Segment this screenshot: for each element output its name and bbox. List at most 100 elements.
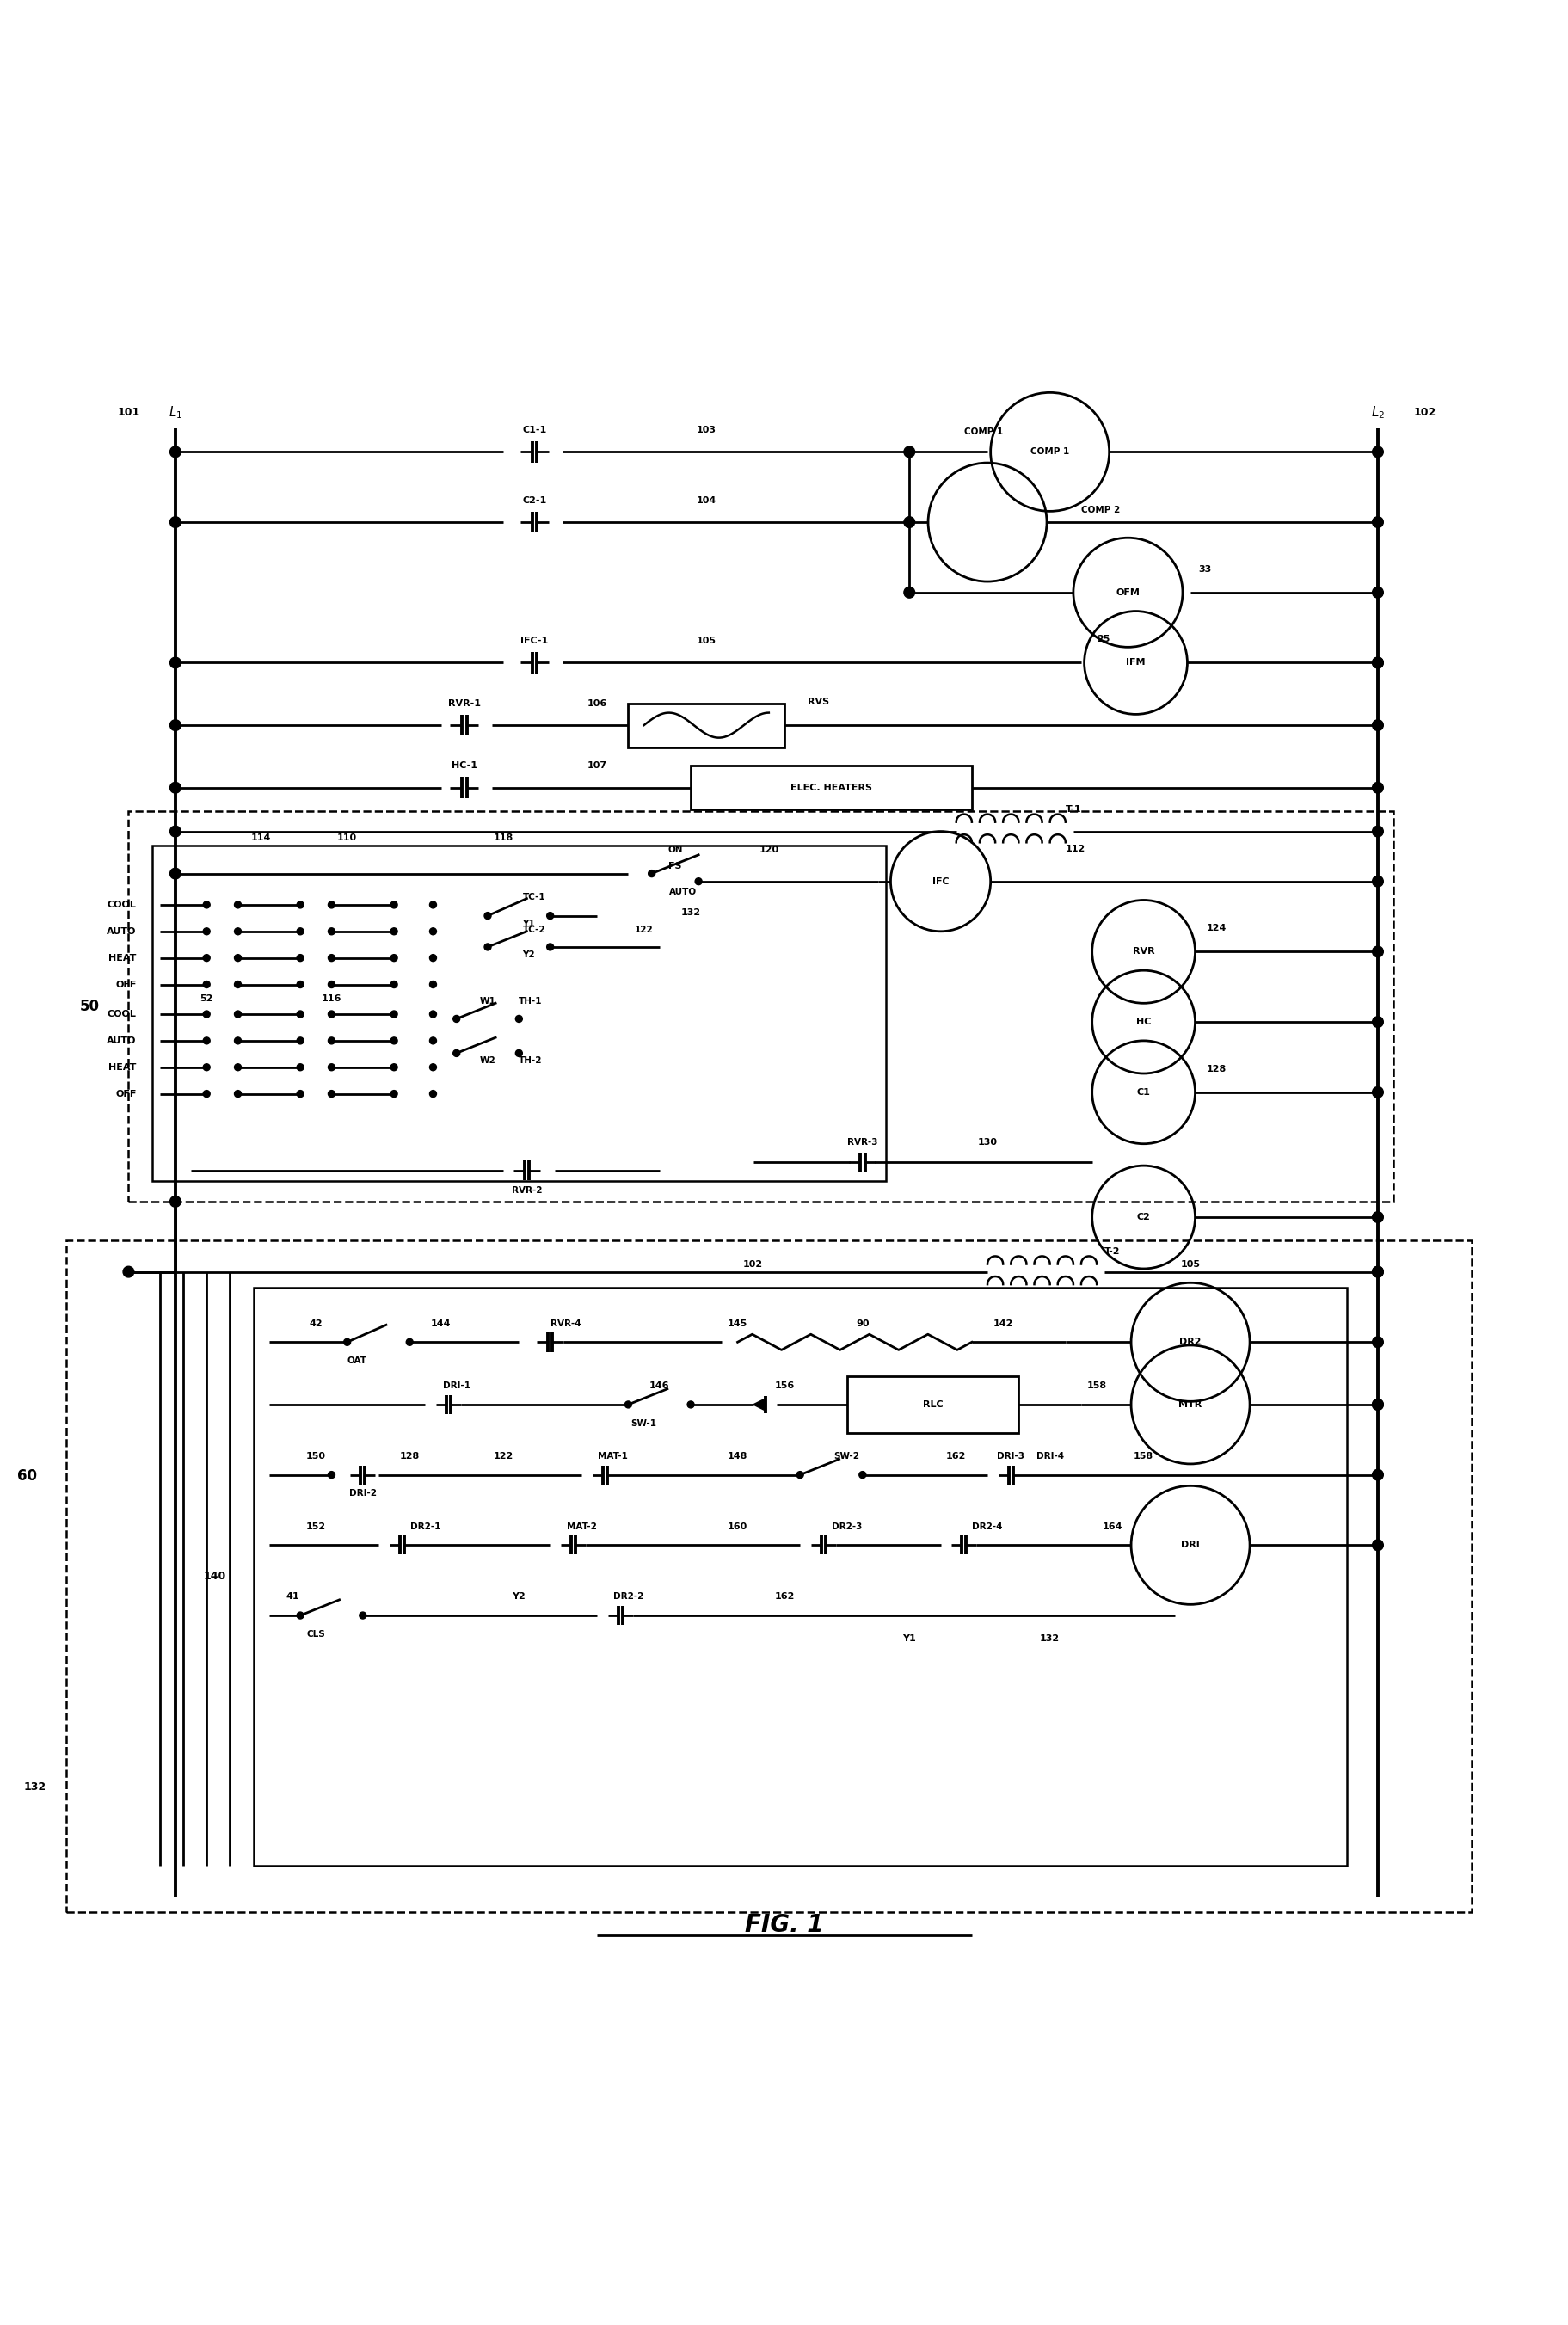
Text: DRI-4: DRI-4 [1035, 1451, 1063, 1460]
Text: OFM: OFM [1115, 588, 1140, 598]
Text: 112: 112 [1065, 844, 1085, 853]
Circle shape [430, 1037, 436, 1044]
Circle shape [204, 1037, 210, 1044]
Circle shape [204, 902, 210, 909]
Text: W1: W1 [480, 997, 495, 1007]
Circle shape [296, 902, 304, 909]
Text: DRI-1: DRI-1 [442, 1381, 470, 1390]
Text: C2-1: C2-1 [522, 495, 546, 505]
Circle shape [695, 879, 701, 886]
Circle shape [328, 928, 336, 935]
Text: OAT: OAT [347, 1355, 367, 1365]
Circle shape [546, 911, 554, 918]
Polygon shape [753, 1397, 765, 1411]
Text: RVS: RVS [808, 698, 829, 707]
Circle shape [1372, 1086, 1383, 1097]
Text: SW-1: SW-1 [630, 1418, 657, 1428]
Text: OFF: OFF [116, 981, 136, 988]
Bar [66, 1242, 1471, 1911]
Text: RVR-2: RVR-2 [511, 1186, 541, 1195]
Text: 142: 142 [993, 1318, 1013, 1328]
Text: COOL: COOL [107, 900, 136, 909]
Text: Y1: Y1 [522, 918, 535, 928]
Circle shape [390, 902, 397, 909]
Circle shape [1372, 1337, 1383, 1348]
Circle shape [430, 956, 436, 960]
Text: 103: 103 [696, 425, 717, 435]
Text: DRI-3: DRI-3 [997, 1451, 1024, 1460]
Circle shape [296, 1090, 304, 1097]
Text: Y2: Y2 [522, 951, 535, 960]
Circle shape [797, 1472, 803, 1479]
Circle shape [296, 981, 304, 988]
Text: 156: 156 [775, 1381, 793, 1390]
Circle shape [859, 1472, 866, 1479]
Circle shape [296, 928, 304, 935]
Circle shape [328, 981, 336, 988]
Text: DRI-2: DRI-2 [348, 1490, 376, 1497]
Circle shape [687, 1402, 693, 1409]
Text: FIG. 1: FIG. 1 [745, 1913, 823, 1937]
Bar [129, 811, 1392, 1202]
Circle shape [516, 1051, 522, 1056]
Text: HC: HC [1135, 1018, 1151, 1025]
Circle shape [485, 911, 491, 918]
Circle shape [390, 1065, 397, 1072]
Circle shape [648, 870, 655, 877]
Text: 116: 116 [321, 995, 342, 1002]
Bar [627, 704, 784, 746]
Circle shape [1372, 1267, 1383, 1276]
Circle shape [296, 956, 304, 960]
Text: 146: 146 [649, 1381, 670, 1390]
Text: Y2: Y2 [511, 1593, 525, 1602]
Text: 150: 150 [306, 1451, 326, 1460]
Text: ON: ON [668, 846, 682, 856]
Text: MAT-2: MAT-2 [566, 1523, 596, 1530]
Text: 25: 25 [1096, 635, 1110, 644]
Circle shape [204, 956, 210, 960]
Circle shape [234, 1037, 241, 1044]
Circle shape [296, 1611, 304, 1618]
Circle shape [903, 586, 914, 598]
Text: AUTO: AUTO [668, 888, 696, 897]
Text: RVR-1: RVR-1 [448, 700, 480, 707]
Circle shape [1372, 516, 1383, 528]
Text: RVR: RVR [1132, 946, 1154, 956]
Text: 60: 60 [17, 1467, 38, 1483]
Text: 118: 118 [492, 832, 513, 842]
Circle shape [624, 1402, 632, 1409]
Text: 132: 132 [681, 909, 701, 916]
Text: $\mathit{L_2}$: $\mathit{L_2}$ [1370, 405, 1385, 421]
Circle shape [903, 446, 914, 458]
Text: 145: 145 [728, 1318, 748, 1328]
Text: MTR: MTR [1178, 1400, 1201, 1409]
Text: 148: 148 [728, 1451, 748, 1460]
Text: CLS: CLS [306, 1630, 325, 1639]
Circle shape [430, 1065, 436, 1072]
Text: DRI: DRI [1181, 1541, 1200, 1548]
Circle shape [204, 928, 210, 935]
Text: 128: 128 [1206, 1065, 1226, 1074]
Circle shape [1372, 721, 1383, 730]
Circle shape [1372, 825, 1383, 837]
Circle shape [169, 781, 180, 793]
Text: HC-1: HC-1 [452, 763, 477, 770]
Text: DR2-2: DR2-2 [613, 1593, 643, 1602]
Bar [847, 1376, 1018, 1432]
Circle shape [430, 1011, 436, 1018]
Text: 42: 42 [309, 1318, 323, 1328]
Circle shape [1372, 1211, 1383, 1223]
Text: IFC: IFC [931, 877, 949, 886]
Text: FS: FS [668, 863, 682, 870]
Text: 124: 124 [1206, 923, 1226, 932]
Text: RVR-4: RVR-4 [550, 1318, 580, 1328]
Circle shape [903, 516, 914, 528]
Text: IFM: IFM [1126, 658, 1145, 667]
Text: COMP 2: COMP 2 [1080, 505, 1120, 514]
Text: IFC-1: IFC-1 [521, 637, 549, 644]
Text: 122: 122 [633, 925, 652, 935]
Text: $\mathit{L_1}$: $\mathit{L_1}$ [168, 405, 182, 421]
Circle shape [1372, 1267, 1383, 1276]
Circle shape [169, 516, 180, 528]
Circle shape [390, 981, 397, 988]
